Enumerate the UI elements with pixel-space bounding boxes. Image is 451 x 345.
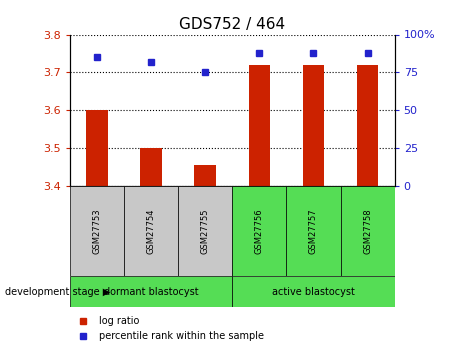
Bar xyxy=(86,110,108,186)
Bar xyxy=(232,276,395,307)
Bar xyxy=(178,186,232,276)
Text: development stage ▶: development stage ▶ xyxy=(5,287,110,296)
Bar xyxy=(286,186,341,276)
Bar xyxy=(124,186,178,276)
Text: dormant blastocyst: dormant blastocyst xyxy=(104,287,198,296)
Bar xyxy=(70,186,124,276)
Bar xyxy=(140,148,162,186)
Text: GSM27754: GSM27754 xyxy=(147,208,156,254)
Bar xyxy=(249,65,270,186)
Bar xyxy=(194,166,216,186)
Text: percentile rank within the sample: percentile rank within the sample xyxy=(99,332,264,341)
Text: active blastocyst: active blastocyst xyxy=(272,287,355,296)
Text: GSM27758: GSM27758 xyxy=(363,208,372,254)
Bar xyxy=(357,65,378,186)
Text: log ratio: log ratio xyxy=(99,316,139,326)
Bar xyxy=(303,65,324,186)
Bar xyxy=(70,276,232,307)
Bar xyxy=(232,186,286,276)
Text: GSM27753: GSM27753 xyxy=(92,208,101,254)
Title: GDS752 / 464: GDS752 / 464 xyxy=(179,17,285,32)
Text: GSM27756: GSM27756 xyxy=(255,208,264,254)
Text: GSM27757: GSM27757 xyxy=(309,208,318,254)
Text: GSM27755: GSM27755 xyxy=(201,208,210,254)
Bar xyxy=(341,186,395,276)
